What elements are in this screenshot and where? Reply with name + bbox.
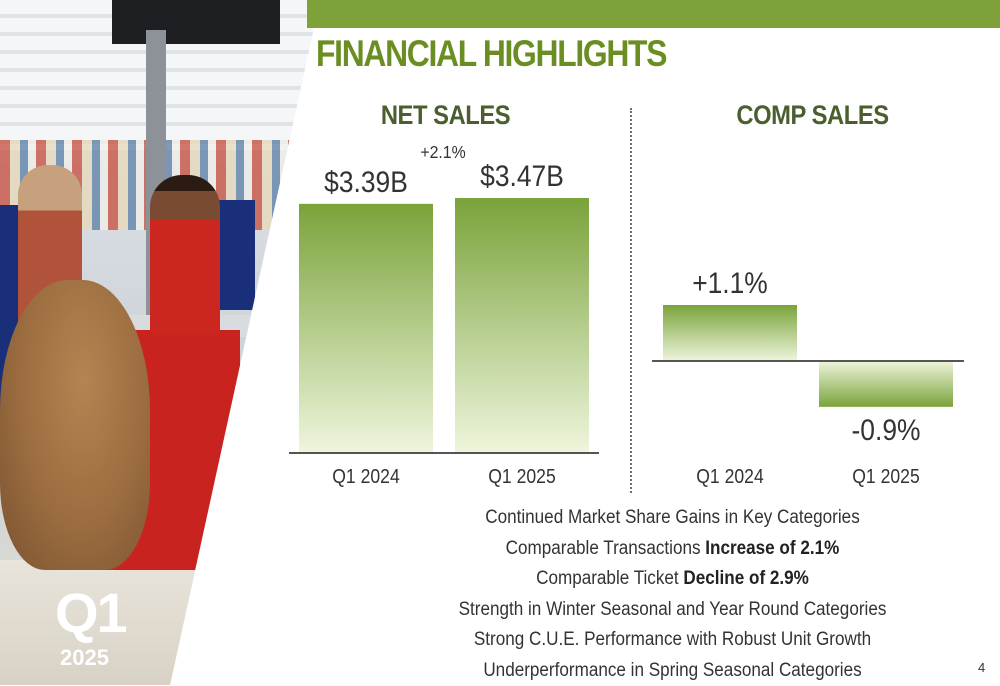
net-sales-value-label: $3.39B	[324, 164, 408, 198]
highlight-item: Comparable Ticket Decline of 2.9%	[373, 564, 972, 595]
highlight-emphasis: Increase of 2.1%	[705, 538, 839, 559]
highlight-text: Strong C.U.E. Performance with Robust Un…	[474, 629, 871, 650]
highlights-list: Continued Market Share Gains in Key Cate…	[340, 503, 1000, 686]
highlight-text: Continued Market Share Gains in Key Cate…	[485, 507, 859, 528]
comp-sales-bar	[663, 305, 797, 361]
highlight-item: Strength in Winter Seasonal and Year Rou…	[373, 595, 972, 626]
net-sales-bar	[455, 198, 589, 452]
comp-sales-category-label: Q1 2025	[852, 465, 919, 487]
comp-sales-value-label: +1.1%	[692, 265, 768, 299]
highlight-item: Comparable Transactions Increase of 2.1%	[373, 534, 972, 565]
net-sales-value-label: $3.47B	[480, 158, 564, 192]
highlight-emphasis: Decline of 2.9%	[683, 568, 808, 589]
page-number: 4	[978, 660, 985, 675]
highlight-text: Comparable Transactions	[506, 538, 706, 559]
net-sales-category-label: Q1 2025	[488, 465, 555, 487]
highlight-item: Underperformance in Spring Seasonal Cate…	[373, 656, 972, 686]
net-sales-bar	[299, 204, 433, 452]
comp-sales-category-label: Q1 2024	[696, 465, 763, 487]
highlight-item: Continued Market Share Gains in Key Cate…	[373, 503, 972, 534]
net-sales-growth-annotation: +2.1%	[420, 142, 465, 162]
highlight-text: Comparable Ticket	[536, 568, 683, 589]
net-sales-category-label: Q1 2024	[332, 465, 399, 487]
comp-sales-value-label: -0.9%	[852, 412, 921, 446]
highlight-item: Strong C.U.E. Performance with Robust Un…	[373, 625, 972, 656]
highlight-text: Underperformance in Spring Seasonal Cate…	[483, 660, 861, 681]
comp-sales-bar	[819, 361, 953, 407]
highlight-text: Strength in Winter Seasonal and Year Rou…	[459, 599, 887, 620]
